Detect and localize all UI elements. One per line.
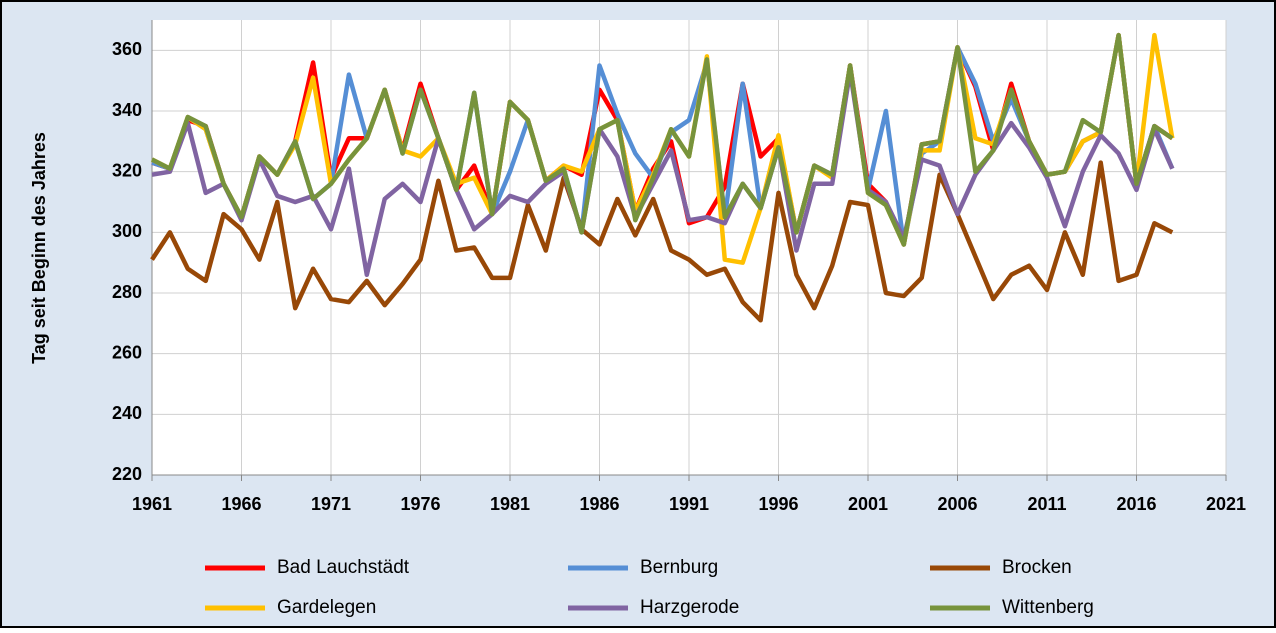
- x-tick-label: 1981: [490, 494, 530, 514]
- x-tick-label: 1976: [400, 494, 440, 514]
- series-line: [150, 32, 1174, 247]
- legend-label: Wittenberg: [1002, 597, 1094, 618]
- x-tick-label: 1961: [132, 494, 172, 514]
- legend-label: Gardelegen: [277, 597, 376, 618]
- y-tick-label: 340: [112, 100, 142, 120]
- x-tick-label: 2001: [848, 494, 888, 514]
- y-tick-label: 360: [112, 39, 142, 59]
- series-line: [150, 160, 1174, 323]
- x-tick-label: 1991: [669, 494, 709, 514]
- y-axis-title: Tag seit Beginn des Jahres: [29, 132, 49, 364]
- x-tick-label: 2006: [937, 494, 977, 514]
- y-tick-label: 260: [112, 342, 142, 362]
- x-tick-label: 2011: [1027, 494, 1066, 514]
- y-tick-label: 300: [112, 221, 142, 241]
- series-line: [151, 69, 1175, 278]
- y-tick-label: 280: [112, 282, 142, 302]
- y-tick-label: 220: [112, 464, 142, 484]
- legend-label: Brocken: [1002, 557, 1072, 578]
- x-tick-label: 1996: [758, 494, 798, 514]
- y-tick-label: 320: [112, 160, 142, 180]
- x-tick-label: 1986: [579, 494, 619, 514]
- x-tick-label: 1966: [221, 494, 261, 514]
- legend-label: Bernburg: [640, 557, 718, 578]
- x-tick-label: 2016: [1116, 494, 1156, 514]
- legend-label: Bad Lauchstädt: [277, 557, 410, 578]
- x-tick-label: 1971: [311, 494, 351, 514]
- x-tick-label: 2021: [1206, 494, 1246, 514]
- legend-label: Harzgerode: [640, 597, 739, 618]
- y-tick-label: 240: [112, 403, 142, 423]
